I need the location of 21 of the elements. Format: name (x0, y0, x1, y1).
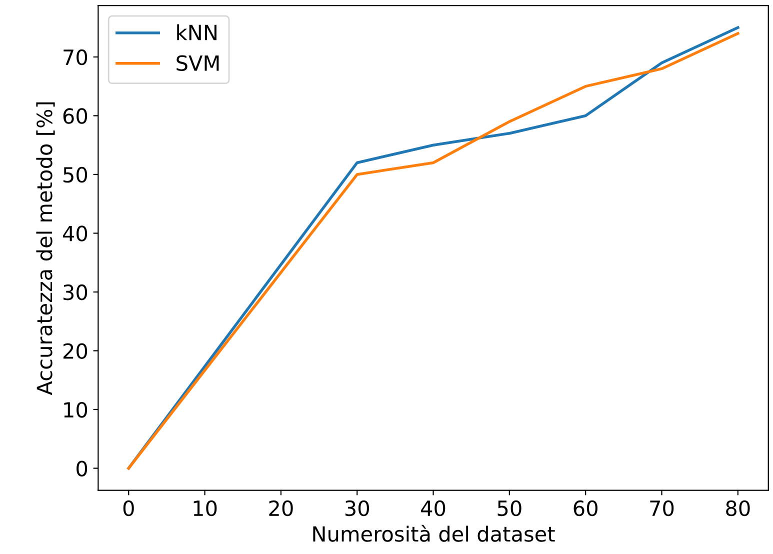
x-tick-label: 10 (194, 500, 217, 516)
x-tick-label: 40 (421, 500, 446, 516)
y-tick-label: 40 (62, 226, 88, 242)
x-tick-label: 0 (123, 500, 134, 516)
legend-label: SVM (176, 55, 219, 71)
x-tick-label: 80 (726, 500, 750, 516)
y-tick-label: 0 (76, 460, 88, 476)
x-axis-title: Numerosità del dataset (313, 524, 555, 542)
y-tick-label: 50 (64, 166, 88, 183)
y-tick-label: 10 (64, 402, 88, 418)
y-tick-label: 60 (63, 108, 88, 124)
x-tick-label: 30 (345, 500, 369, 516)
legend-label: kNN (177, 24, 216, 40)
x-tick-label: 20 (269, 500, 293, 516)
x-tick-label: 70 (650, 500, 674, 516)
x-tick-label: 60 (574, 500, 598, 516)
x-tick-label: 50 (498, 500, 522, 516)
y-tick-label: 70 (64, 49, 88, 66)
y-axis-title: Accuratezza del metodo [%] (36, 102, 55, 396)
y-tick-label: 30 (64, 284, 88, 300)
y-tick-label: 20 (63, 343, 88, 359)
